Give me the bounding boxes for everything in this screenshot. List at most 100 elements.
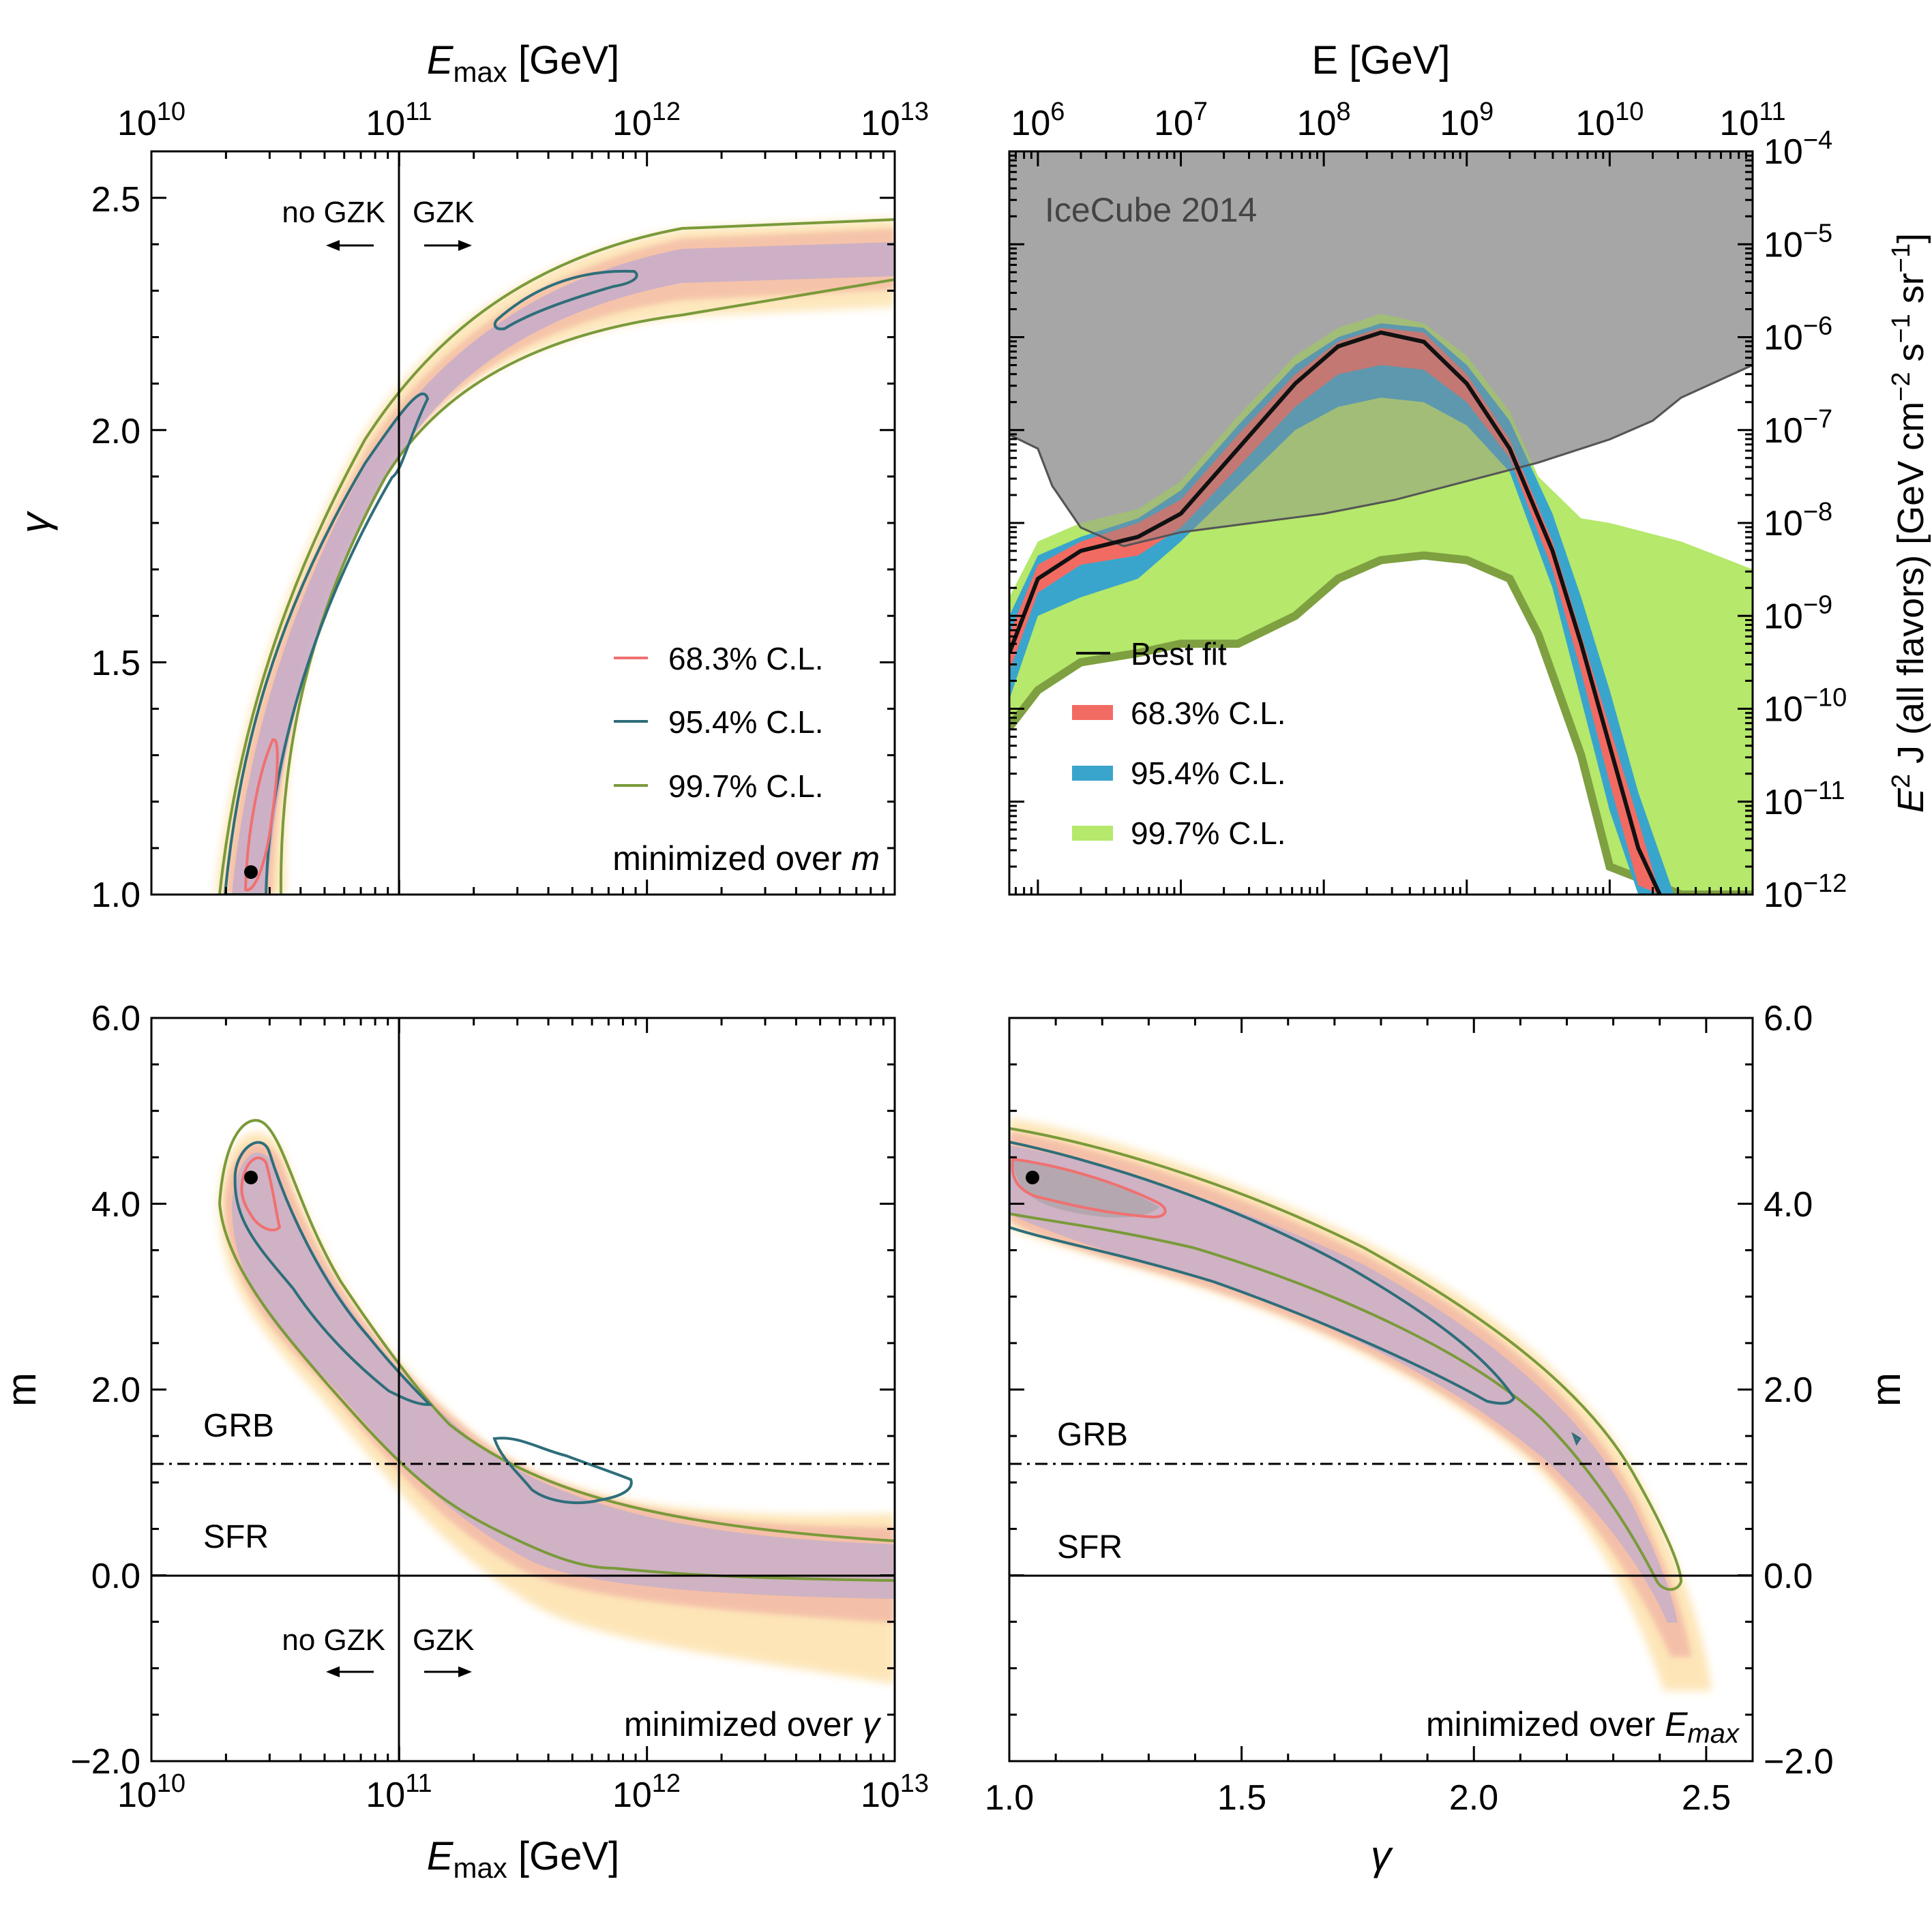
tl-xtick-label: 1012 xyxy=(612,97,681,143)
br-xtick-label: 2.5 xyxy=(1682,1778,1731,1818)
tr-xtick-labels: 106 107 108 109 1010 1011 xyxy=(1011,97,1785,143)
tl-no-gzk-label: no GZK xyxy=(282,196,385,229)
bl-ylabel: m xyxy=(0,1372,44,1407)
br-ytick-label: 6.0 xyxy=(1764,999,1813,1038)
bl-ytick-label: 6.0 xyxy=(91,999,140,1038)
tr-xtick-label: 107 xyxy=(1154,97,1208,143)
bl-grb-label: GRB xyxy=(203,1408,274,1444)
tl-ytick-label: 2.5 xyxy=(91,180,140,220)
tl-xtick-labels: 1010 1011 1012 1013 xyxy=(117,97,929,143)
tr-xtick-label: 1011 xyxy=(1719,97,1785,143)
br-ylabel: m xyxy=(1863,1372,1909,1407)
tr-legend-swatch-95 xyxy=(1072,766,1113,781)
br-ytick-label: 0.0 xyxy=(1764,1557,1813,1596)
bl-ytick-label: −2.0 xyxy=(70,1742,140,1782)
tr-ytick-label: 10−10 xyxy=(1764,684,1847,730)
tl-xtick-label: 1013 xyxy=(861,97,929,143)
tl-ytick-label: 1.0 xyxy=(91,875,140,915)
panel-bottom-left: 1010 1011 1012 1013 Emax [GeV] −2.0 0.0 … xyxy=(0,999,929,1884)
tr-ytick-label: 10−8 xyxy=(1764,498,1832,543)
bl-ytick-label: 2.0 xyxy=(91,1370,140,1410)
tr-ytick-labels: 10−4 10−5 10−6 10−7 10−8 10−9 10−10 10−1… xyxy=(1764,126,1847,915)
tl-arrow-right xyxy=(424,240,472,251)
bl-contour-68 xyxy=(240,1156,282,1231)
tl-xtick-label: 1011 xyxy=(366,97,432,143)
tr-legend: Best fit 68.3% C.L. 95.4% C.L. 99.7% C.L… xyxy=(1072,636,1286,851)
bl-arrow-right xyxy=(424,1666,472,1677)
br-ytick-label: −2.0 xyxy=(1764,1742,1834,1782)
tl-legend: 68.3% C.L. 95.4% C.L. 99.7% C.L. xyxy=(614,641,824,804)
bl-xtick-label: 1012 xyxy=(612,1769,681,1815)
tr-ticks xyxy=(1009,150,1754,896)
bl-arrow-left xyxy=(326,1666,374,1677)
br-ytick-labels: −2.0 0.0 2.0 4.0 6.0 xyxy=(1764,999,1834,1782)
tl-best-fit xyxy=(244,865,258,879)
bl-heat-core xyxy=(232,1152,895,1599)
panel-bottom-right: 1.0 1.5 2.0 2.5 γ −2.0 0.0 2.0 4.0 6.0 m… xyxy=(985,999,1909,1878)
tr-xtick-label: 108 xyxy=(1297,97,1351,143)
br-xtick-label: 1.0 xyxy=(985,1778,1034,1818)
tr-xtick-label: 106 xyxy=(1011,97,1065,143)
bl-ytick-labels: −2.0 0.0 2.0 4.0 6.0 xyxy=(70,999,140,1782)
tr-band-95 xyxy=(1009,323,1674,895)
tl-heatmap xyxy=(215,151,895,895)
bl-no-gzk-label: no GZK xyxy=(282,1623,385,1657)
bl-gzk-label: GZK xyxy=(413,1623,474,1657)
tr-xlabel-top: E [GeV] xyxy=(1311,38,1450,82)
tr-best-fit-line xyxy=(1009,330,1662,895)
panel-top-left: 1010 1011 1012 1013 Emax [GeV] 1.0 1.5 2… xyxy=(12,38,929,915)
bl-xtick-labels: 1010 1011 1012 1013 xyxy=(117,1769,929,1815)
tr-ytick-label: 10−5 xyxy=(1764,219,1832,265)
tr-legend-swatch-99 xyxy=(1072,826,1113,841)
tl-xlabel-top: Emax [GeV] xyxy=(427,38,619,88)
bl-minimized-label: minimized over γ xyxy=(624,1705,882,1743)
bl-ytick-label: 0.0 xyxy=(91,1557,140,1596)
br-best-region xyxy=(1013,1159,1159,1218)
br-sfr-label: SFR xyxy=(1057,1529,1123,1565)
tl-ytick-label: 2.0 xyxy=(91,412,140,451)
tl-contour-99b xyxy=(279,278,895,895)
bl-best-fit xyxy=(244,1171,258,1184)
tr-icecube-overlay xyxy=(1009,151,1753,547)
br-ticks xyxy=(1008,1017,1754,1762)
tr-ytick-label: 10−7 xyxy=(1764,405,1832,451)
tr-xtick-label: 1010 xyxy=(1575,97,1644,143)
tl-contour-99 xyxy=(218,218,895,895)
tl-contour-95 xyxy=(223,392,430,895)
tl-arrow-left xyxy=(326,240,374,251)
br-xtick-label: 1.5 xyxy=(1217,1778,1266,1818)
tl-legend-label: 99.7% C.L. xyxy=(668,768,824,804)
tr-legend-label: 99.7% C.L. xyxy=(1131,815,1286,851)
tr-ytick-label: 10−9 xyxy=(1764,590,1832,636)
br-best-fit xyxy=(1026,1171,1039,1184)
br-ytick-label: 2.0 xyxy=(1764,1370,1813,1410)
tl-ticks xyxy=(150,150,896,896)
tr-band-99 xyxy=(1009,314,1753,895)
tr-band-99-edge xyxy=(1009,551,1753,895)
bl-xlabel: Emax [GeV] xyxy=(427,1834,619,1884)
tl-gzk-label: GZK xyxy=(413,196,474,229)
bl-ticks xyxy=(150,1017,896,1762)
tl-contour-68 xyxy=(243,738,279,892)
br-contour-95b xyxy=(1571,1432,1581,1446)
bl-sfr-label: SFR xyxy=(203,1519,269,1555)
br-frame xyxy=(1008,1017,1754,1762)
br-contour-95 xyxy=(1009,1140,1516,1405)
tl-minimized-label: minimized over m xyxy=(612,839,880,877)
br-grb-label: GRB xyxy=(1057,1417,1128,1453)
tl-ytick-label: 1.5 xyxy=(91,644,140,683)
br-ytick-label: 4.0 xyxy=(1764,1185,1813,1225)
bl-xtick-label: 1010 xyxy=(117,1769,185,1815)
tr-legend-label: 68.3% C.L. xyxy=(1131,695,1286,731)
tl-xtick-label: 1010 xyxy=(117,97,185,143)
bl-contour-99 xyxy=(218,1119,895,1542)
tr-ytick-label: 10−12 xyxy=(1764,869,1847,915)
tl-contour-95b xyxy=(493,269,638,331)
br-contour-99 xyxy=(1009,1127,1683,1591)
br-contour-68 xyxy=(1011,1157,1167,1219)
tl-legend-label: 68.3% C.L. xyxy=(668,641,824,676)
br-minimized-label: minimized over Emax xyxy=(1426,1705,1740,1749)
tr-icecube-line xyxy=(1009,364,1753,548)
br-xlabel: γ xyxy=(1371,1833,1393,1878)
